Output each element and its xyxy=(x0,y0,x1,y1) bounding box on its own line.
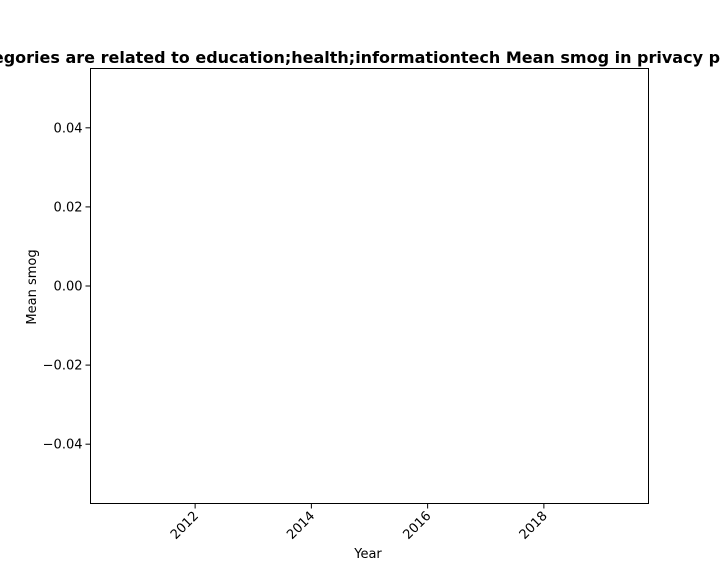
chart-title: Categories are related to education;heal… xyxy=(0,48,720,67)
y-axis-label: Mean smog xyxy=(25,249,40,324)
plot-area xyxy=(90,68,649,504)
x-tick-label: 2018 xyxy=(517,509,551,543)
x-tick-label: 2012 xyxy=(168,509,202,543)
x-tick-label: 2016 xyxy=(400,509,434,543)
y-axis: −0.04 −0.02 0.00 0.02 0.04 xyxy=(43,121,91,453)
x-axis-label: Year xyxy=(353,547,382,562)
x-axis: 2012 2014 2016 2018 xyxy=(168,503,551,543)
y-tick-label: 0.04 xyxy=(54,121,83,136)
x-tick-label: 2014 xyxy=(284,509,318,543)
y-tick-label: 0.02 xyxy=(54,200,83,215)
y-tick-label: 0.00 xyxy=(54,280,83,295)
y-tick-label: −0.04 xyxy=(43,438,83,453)
y-tick-label: −0.02 xyxy=(43,359,83,374)
